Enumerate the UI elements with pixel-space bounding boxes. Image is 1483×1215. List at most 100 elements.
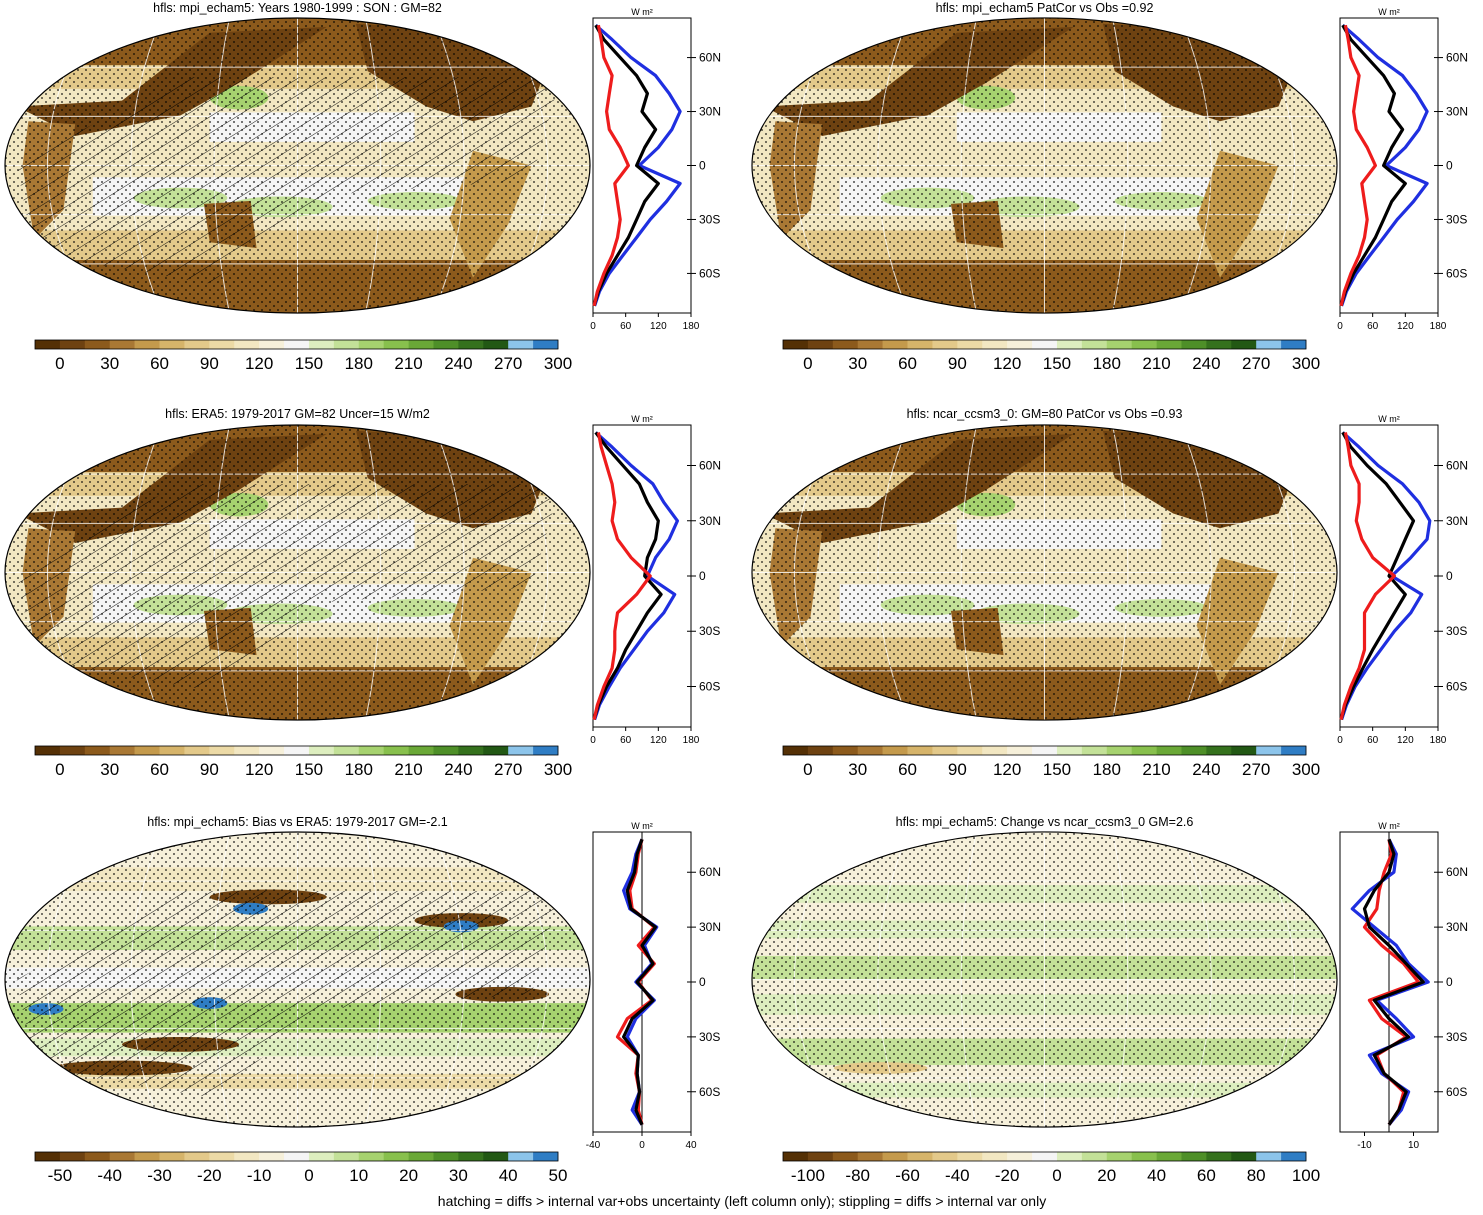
map-outline [4,831,591,1128]
colorbar: -50 -40 -30 -20 -10 0 10 20 30 40 50 [34,1151,568,1185]
profile-xtick: 0 [639,1140,645,1151]
colorbar-swatch [358,746,384,755]
profile-ytick: 60S [699,1085,720,1099]
profile-unit: W m² [631,7,653,17]
colorbar-label: -30 [147,1166,172,1185]
profile-ytick: 0 [1446,159,1453,173]
profile-ytick: 0 [699,569,706,583]
colorbar-swatch [1081,1152,1108,1161]
colorbar-swatch [1181,746,1207,755]
colorbar-label: 30 [100,760,119,779]
colorbar-label: 300 [1292,760,1320,779]
colorbar-swatch [433,746,459,755]
colorbar-label: -10 [247,1166,272,1185]
colorbar-swatch [358,340,384,349]
colorbar-swatch [259,1152,285,1161]
colorbar-label: 50 [549,1166,568,1185]
colorbar-swatch [807,746,834,755]
profile-xtick: 60 [620,321,632,332]
colorbar-label: 60 [898,760,917,779]
colorbar-label: 210 [394,354,422,373]
colorbar-label: 210 [1142,760,1170,779]
colorbar-label: 240 [1192,354,1220,373]
colorbar-label: 0 [803,760,812,779]
colorbar-swatch [35,1152,61,1161]
colorbar-label: -50 [48,1166,73,1185]
colorbar-label: -20 [197,1166,222,1185]
profile-ytick: 60S [699,266,720,280]
colorbar-swatch [982,1152,1008,1161]
colorbar-swatch [59,1152,86,1161]
colorbar-swatch [1206,746,1232,755]
colorbar-swatch [184,340,210,349]
profile-xtick: 180 [1430,321,1447,332]
colorbar-label: 0 [304,1166,313,1185]
colorbar-swatch [483,340,509,349]
colorbar-label: 150 [1043,760,1071,779]
colorbar-label: 210 [1142,354,1170,373]
colorbar-swatch [458,746,484,755]
colorbar-swatch [1231,746,1257,755]
colorbar-swatch [907,746,933,755]
profile-line-red [592,432,652,720]
colorbar-swatch [957,1152,983,1161]
colorbar-label: 150 [295,760,323,779]
colorbar-label: 300 [544,760,572,779]
profile-ytick: 60N [1446,51,1468,65]
profile-line-blue [1340,431,1432,721]
colorbar-label: 120 [245,760,273,779]
colorbar-swatch [408,746,434,755]
colorbar-swatch [882,1152,908,1161]
profile-ytick: 60N [699,51,721,65]
colorbar-swatch [35,746,61,755]
colorbar-swatch [1156,746,1182,755]
colorbar-swatch [1032,340,1058,349]
colorbar-swatch [408,1152,434,1161]
colorbar-swatch [1206,340,1232,349]
profile-unit: W m² [1378,414,1400,424]
colorbar-swatch [458,1152,484,1161]
colorbar-swatch [807,1152,834,1161]
colorbar-swatch [508,1152,534,1161]
panel-2: hfls: mpi_echam5 PatCor vs Obs =0.92 0 30 6… [751,1,1468,373]
colorbar-swatch [134,340,160,349]
profile-ytick: 30N [699,920,721,934]
colorbar-swatch [1007,340,1033,349]
colorbar-label: 270 [1242,760,1270,779]
colorbar-swatch [308,746,335,755]
colorbar-label: -80 [845,1166,870,1185]
profile-ytick: 0 [699,159,706,173]
colorbar: -100 -80 -60 -40 -20 0 20 40 60 80 100 [782,1151,1320,1185]
colorbar-swatch [832,1152,859,1161]
profile-xtick: 10 [1408,1140,1420,1151]
colorbar-swatch [807,340,834,349]
profile-xtick: 0 [1337,735,1343,746]
profile-ytick: 30S [1446,624,1467,638]
profile-line-black [1339,24,1407,307]
colorbar-swatch [333,746,360,755]
colorbar-label: 300 [1292,354,1320,373]
world-map [5,425,590,720]
colorbar-swatch [209,340,235,349]
zonal-profile: W m² 60N 30N 0 30S 60S 0 60 120 180 [1337,414,1468,746]
colorbar-swatch [159,340,185,349]
profile-unit: W m² [631,821,653,831]
colorbar-swatch [333,1152,360,1161]
colorbar-swatch [932,1152,958,1161]
colorbar-swatch [1281,340,1307,349]
world-map [752,18,1337,313]
colorbar-label: -100 [791,1166,825,1185]
colorbar-label: 0 [55,354,64,373]
profile-ytick: 60N [699,459,721,473]
colorbar-swatch [308,1152,335,1161]
colorbar-label: 40 [1147,1166,1166,1185]
colorbar-label: 150 [295,354,323,373]
colorbar-label: -40 [97,1166,122,1185]
colorbar-label: 30 [449,1166,468,1185]
colorbar-swatch [383,340,409,349]
world-map [5,832,590,1127]
colorbar-swatch [932,746,958,755]
panel-title: hfls: mpi_echam5: Change vs ncar_ccsm3_0… [896,815,1194,829]
colorbar-swatch [957,746,983,755]
colorbar-swatch [1106,746,1132,755]
